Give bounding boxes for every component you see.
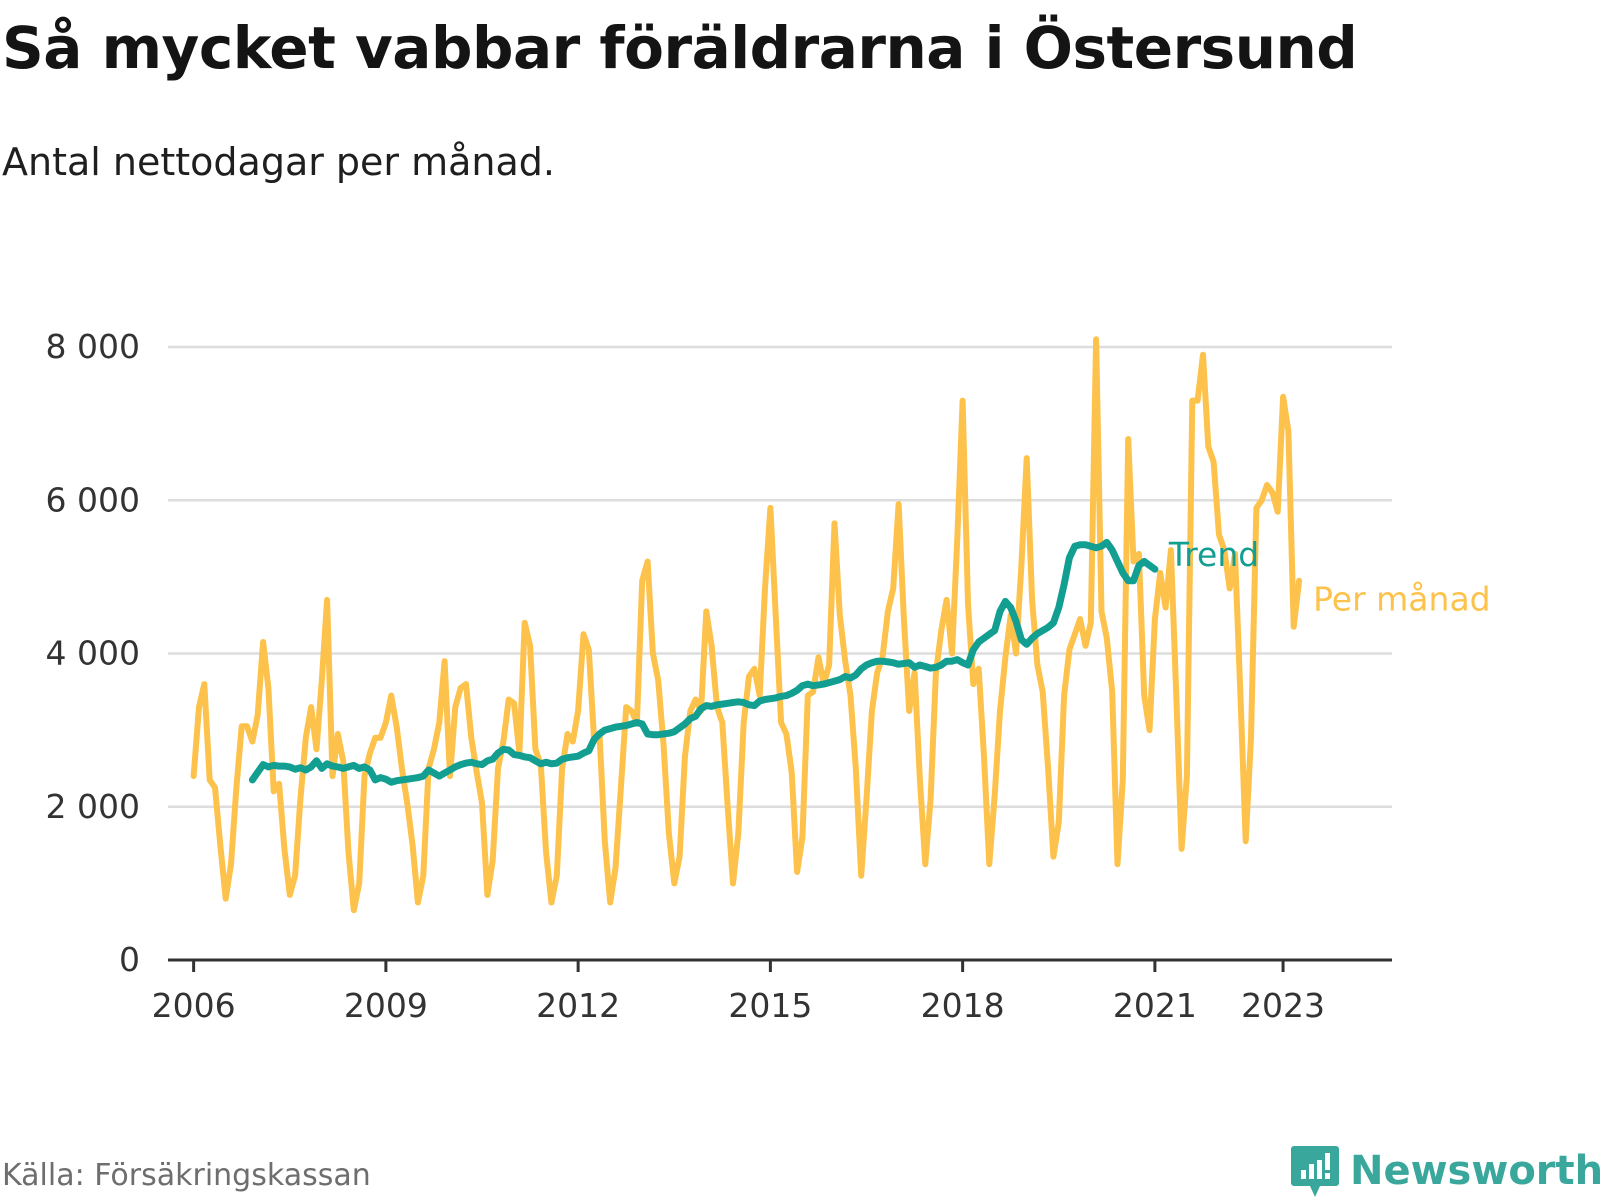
brand-logo: Newsworthy: [1290, 1140, 1600, 1202]
series-line-per-manad: [190, 336, 1303, 914]
bar-chart-icon: [1291, 1146, 1339, 1197]
x-tick-label: 2021: [1113, 986, 1197, 1025]
y-tick-label: 2 000: [46, 787, 140, 826]
x-tick-label: 2023: [1241, 986, 1325, 1025]
axes: 0 2 000 4 000 6 000 8 000 2006 2009 2012 2015 201…: [46, 327, 1392, 1025]
legend-trend-label: Trend: [1168, 535, 1259, 574]
x-tick-label: 2015: [728, 986, 812, 1025]
y-tick-label: 0: [119, 940, 140, 979]
x-tick-label: 2018: [921, 986, 1005, 1025]
legend-monthly-label: Per månad: [1313, 580, 1491, 619]
series: [190, 336, 1303, 914]
chart-title: Så mycket vabbar föräldrarna i Östersund: [2, 14, 1358, 82]
chart-subtitle: Antal nettodagar per månad.: [2, 140, 556, 184]
line-chart: 0 2 000 4 000 6 000 8 000 2006 2009 2012 2015 201…: [46, 327, 1491, 1025]
x-tick-label: 2006: [152, 986, 236, 1025]
brand-name: Newsworthy: [1350, 1148, 1600, 1194]
y-tick-label: 8 000: [46, 327, 140, 366]
legend: Trend Per månad: [1168, 535, 1491, 618]
series-line-trend: [248, 538, 1159, 786]
x-tick-label: 2009: [344, 986, 428, 1025]
x-tick-label: 2012: [536, 986, 620, 1025]
source-note: Källa: Försäkringskassan: [2, 1158, 371, 1193]
y-tick-label: 4 000: [46, 634, 140, 673]
y-tick-label: 6 000: [46, 480, 140, 519]
